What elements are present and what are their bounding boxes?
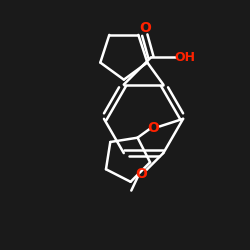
Text: O: O (139, 21, 151, 35)
Text: OH: OH (174, 51, 196, 64)
Text: O: O (135, 167, 147, 181)
Text: O: O (148, 121, 159, 135)
